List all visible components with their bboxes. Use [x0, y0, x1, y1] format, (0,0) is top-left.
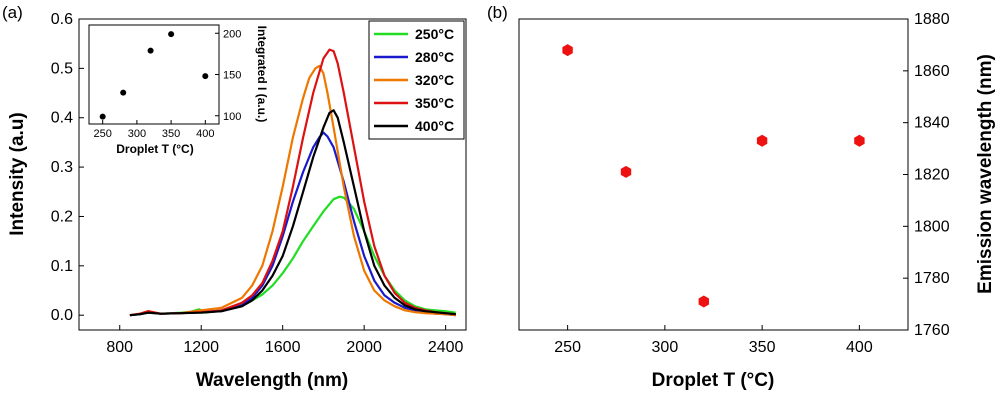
inset-points: [99, 31, 209, 120]
y-tick-label-a: 0.4: [51, 110, 73, 127]
y-axis-label-b: Emission wavelength (nm): [975, 54, 996, 294]
y-tick-label-a: 0.6: [51, 11, 73, 28]
inset-x-tick-label: 300: [128, 128, 146, 140]
inset-point: [168, 31, 175, 38]
y-tick-label-a: 0.1: [51, 258, 73, 275]
series-line: [129, 64, 456, 317]
y-axis-a: 0.0 0.1 0.2 0.3 0.4 0.5 0.6: [51, 11, 84, 324]
inset-point: [99, 113, 106, 120]
emission-point: [698, 295, 709, 308]
emission-points: [562, 44, 865, 308]
legend-label: 320°C: [415, 72, 454, 88]
legend-label: 280°C: [415, 49, 454, 65]
x-axis-a: 800 1200 1600 2000 2400: [106, 325, 464, 356]
inset: 100 150 200 250 300 350 400 Droplet T (°C) In…: [88, 24, 269, 156]
y-tick-label-b: 1820: [914, 167, 950, 184]
legend-label: 350°C: [415, 95, 454, 111]
panel-a: (a) 0.0 0.1 0.2 0.3 0.4 0.5 0.6 800 1200 1600 200…: [2, 3, 467, 391]
x-tick-label-a: 2400: [428, 339, 464, 356]
y-tick-label-a: 0.2: [51, 208, 73, 225]
y-tick-label-a: 0.0: [51, 307, 73, 324]
inset-point: [202, 73, 209, 80]
x-tick-label-b: 250: [554, 339, 581, 356]
emission-point: [756, 134, 768, 147]
y-tick-label-b: 1880: [914, 11, 950, 28]
y-tick-label-b: 1760: [914, 322, 950, 339]
inset-point: [120, 89, 127, 96]
x-axis-label-a: Wavelength (nm): [196, 370, 348, 391]
inset-x-tick-label: 250: [94, 128, 112, 140]
legend-items: 250°C 280°C 320°C 350°C 400°C: [374, 26, 454, 134]
y-tick-label-b: 1840: [914, 115, 950, 132]
x-tick-label-a: 1600: [265, 339, 301, 356]
panel-b: (b) 1760 1780 1800 1820 1840 1860 1880 250 300 3…: [487, 3, 996, 391]
y-tick-label-a: 0.5: [51, 60, 73, 77]
inset-x-tick-label: 350: [162, 128, 180, 140]
plot-area-b: [518, 18, 909, 331]
inset-y-tick-label: 100: [223, 111, 241, 123]
x-tick-label-a: 800: [106, 339, 133, 356]
panel-a-label: (a): [2, 3, 23, 22]
series-line: [129, 109, 456, 317]
legend-a: 250°C 280°C 320°C 350°C 400°C: [368, 20, 465, 140]
inset-y-axis: 100 150 200: [215, 28, 241, 123]
x-axis-b: 250 300 350 400: [554, 325, 873, 356]
y-tick-label-a: 0.3: [51, 159, 73, 176]
y-tick-label-b: 1860: [914, 63, 950, 80]
inset-x-label: Droplet T (°C): [116, 142, 193, 156]
inset-x-tick-label: 400: [196, 128, 214, 140]
inset-x-axis: 250 300 350 400: [94, 120, 214, 140]
legend-label: 250°C: [415, 26, 454, 42]
series-line: [129, 195, 456, 317]
emission-point: [854, 134, 865, 147]
y-axis-b: 1760 1780 1800 1820 1840 1860 1880: [903, 11, 950, 339]
x-axis-label-b: Droplet T (°C): [652, 370, 775, 391]
y-tick-label-b: 1800: [914, 218, 950, 235]
inset-y-tick-label: 150: [223, 70, 241, 82]
panel-b-label: (b): [487, 3, 508, 22]
x-tick-label-b: 350: [749, 339, 776, 356]
spectra-lines: [129, 48, 456, 317]
inset-point: [147, 47, 154, 54]
inset-y-tick-label: 200: [223, 28, 241, 40]
inset-y-label: Integrated I (a.u.): [255, 26, 269, 123]
emission-point: [562, 44, 573, 57]
inset-plot-area: [88, 24, 220, 125]
x-tick-label-a: 2000: [346, 339, 382, 356]
plot-area-a: [78, 18, 467, 331]
emission-point: [620, 165, 632, 178]
y-tick-label-b: 1780: [914, 270, 950, 287]
y-axis-label-a: Intensity (a.u): [7, 112, 28, 236]
x-tick-label-a: 1200: [183, 339, 219, 356]
x-tick-label-b: 300: [652, 339, 679, 356]
legend-label: 400°C: [415, 118, 454, 134]
x-tick-label-b: 400: [846, 339, 873, 356]
